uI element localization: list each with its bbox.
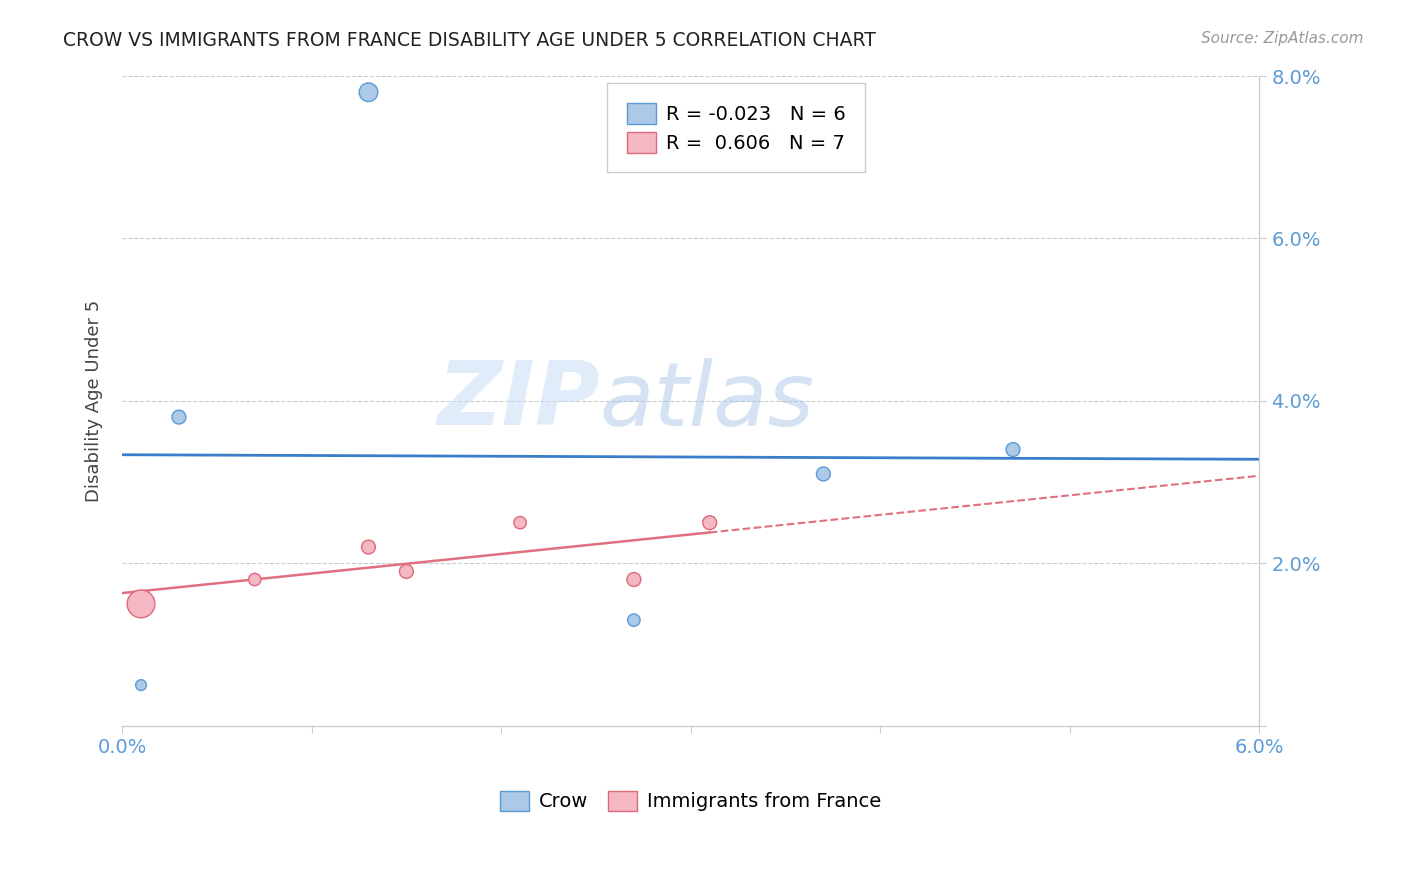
Point (813, 467, 835, 481)
Point (129, 597, 152, 611)
Text: ZIP: ZIP (437, 358, 600, 444)
Point (357, 540, 380, 554)
Text: Source: ZipAtlas.com: Source: ZipAtlas.com (1201, 31, 1364, 46)
Point (699, 516, 721, 530)
Point (1001, 442, 1024, 457)
Y-axis label: Disability Age Under 5: Disability Age Under 5 (86, 300, 103, 502)
Legend: Crow, Immigrants from France: Crow, Immigrants from France (491, 780, 891, 821)
Point (129, 678, 152, 692)
Point (395, 565, 418, 579)
Point (623, 613, 645, 627)
Point (357, 85, 380, 99)
Point (243, 573, 266, 587)
Point (509, 516, 531, 530)
Text: atlas: atlas (600, 358, 814, 444)
Point (167, 410, 190, 425)
Text: CROW VS IMMIGRANTS FROM FRANCE DISABILITY AGE UNDER 5 CORRELATION CHART: CROW VS IMMIGRANTS FROM FRANCE DISABILIT… (63, 31, 876, 50)
Point (623, 573, 645, 587)
